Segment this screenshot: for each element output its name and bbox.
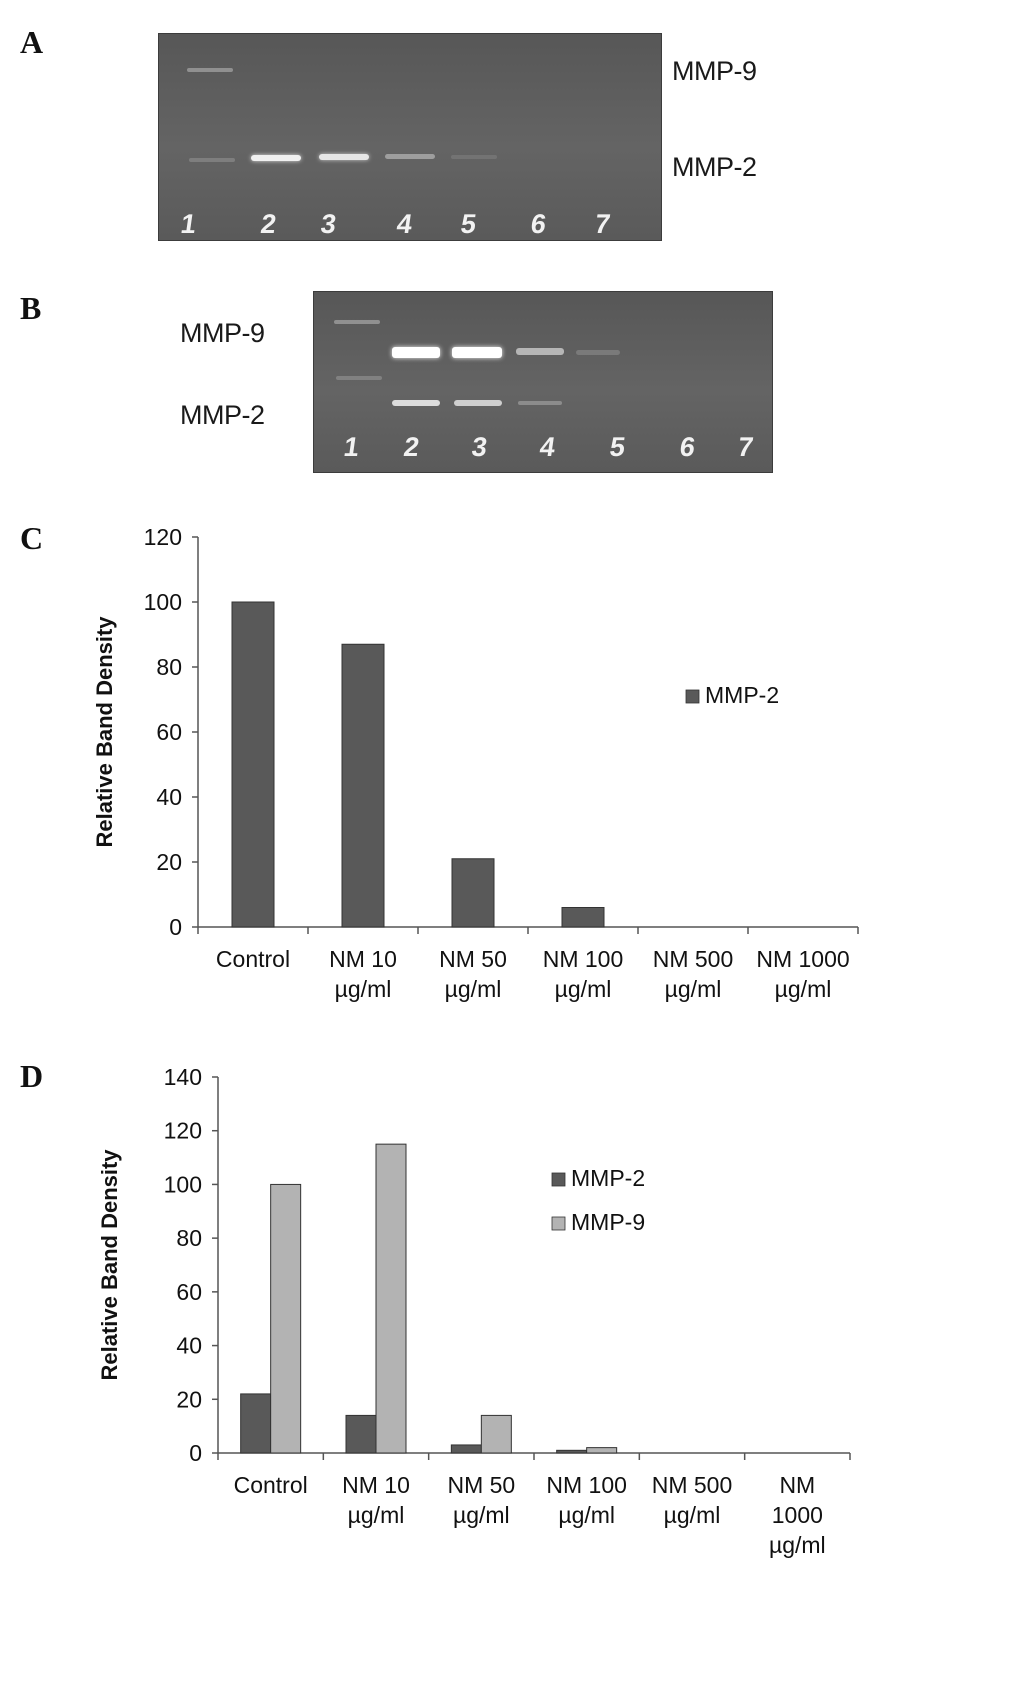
x-tick-label: µg/ml	[555, 976, 612, 1002]
x-tick-label: Control	[216, 946, 290, 972]
x-tick-label: µg/ml	[664, 1502, 721, 1528]
gel-image-a: 1 2 3 4 5 6 7	[158, 33, 662, 241]
lane-number: 5	[458, 209, 479, 239]
legend-label-mmp-9: MMP-9	[571, 1209, 645, 1235]
bar-chart-c: 0 20 40 60 80 100 120 Control NM 10 µg/ml NM 50 µg/…	[92, 524, 859, 1002]
y-tick-label: 60	[176, 1279, 202, 1305]
lane-number: 2	[401, 432, 422, 462]
y-tick-label: 20	[156, 849, 182, 875]
lane-number: 7	[735, 432, 756, 462]
bar-mmp-2-3	[561, 907, 605, 928]
panel-a-letter: A	[20, 24, 44, 60]
x-tick-label: µg/ml	[348, 1502, 405, 1528]
y-axis-label: Relative Band Density	[97, 1149, 122, 1381]
mmp2-band-lane-2	[251, 155, 301, 161]
bar-mmp-2-1	[345, 1414, 377, 1454]
legend-swatch-mmp-2	[685, 689, 700, 704]
bar-mmp-2-2	[450, 1444, 482, 1454]
y-tick-label: 140	[164, 1064, 202, 1090]
legend-label-mmp-2: MMP-2	[705, 682, 779, 708]
ladder-band	[334, 320, 380, 324]
lane-number: 3	[469, 432, 490, 462]
bar-chart-d: 0 20 40 60 80 100 120 140 Control NM 10 µg/ml NM 50…	[97, 1064, 851, 1558]
ladder-band	[336, 376, 382, 380]
x-tick-label: µg/ml	[445, 976, 502, 1002]
ladder-band	[187, 68, 233, 72]
bar-mmp-2-0	[240, 1393, 272, 1454]
mmp2-band-lane-5	[451, 155, 497, 159]
bar-mmp-9-3	[586, 1447, 618, 1454]
mmp2-band-lane-2	[392, 400, 440, 406]
y-tick-label: 100	[144, 589, 182, 615]
x-tick-label: µg/ml	[775, 976, 832, 1002]
y-tick-label: 120	[144, 524, 182, 550]
mmp2-band-lane-4	[518, 401, 562, 405]
x-tick-label: NM 50	[439, 946, 507, 972]
mmp9-band-lane-2	[392, 347, 440, 358]
gel-a-label-mmp2: MMP-2	[672, 152, 757, 182]
lane-number: 6	[528, 209, 549, 239]
y-axis-label: Relative Band Density	[92, 616, 117, 848]
y-tick-label: 40	[156, 784, 182, 810]
bar-mmp-9-2	[480, 1414, 512, 1454]
lane-number: 5	[607, 432, 628, 462]
bar-mmp-2-2	[451, 858, 495, 928]
lane-number: 4	[537, 432, 558, 462]
bar-mmp-2-3	[556, 1449, 588, 1454]
lane-number: 1	[341, 432, 362, 462]
x-tick-label: Control	[234, 1472, 308, 1498]
panel-c-letter: C	[20, 520, 44, 556]
x-tick-label: NM 50	[447, 1472, 515, 1498]
x-tick-label: µg/ml	[453, 1502, 510, 1528]
panel-d-letter: D	[20, 1058, 44, 1094]
y-tick-label: 40	[176, 1333, 202, 1359]
ladder-band	[189, 158, 235, 162]
x-tick-label: NM 100	[543, 946, 624, 972]
y-tick-label: 20	[176, 1386, 202, 1412]
y-tick-label: 120	[164, 1118, 202, 1144]
x-tick-label: µg/ml	[558, 1502, 615, 1528]
x-tick-label: NM 500	[652, 1472, 733, 1498]
mmp9-band-lane-4	[516, 348, 564, 355]
lane-number: 6	[677, 432, 698, 462]
x-tick-label: NM	[779, 1472, 815, 1498]
legend-swatch-mmp-9	[551, 1216, 566, 1231]
lane-number: 1	[178, 209, 199, 239]
y-tick-label: 80	[156, 654, 182, 680]
x-tick-label: NM 500	[653, 946, 734, 972]
panel-b-letter: B	[20, 290, 42, 326]
lane-number: 3	[318, 209, 339, 239]
mmp2-band-lane-3	[454, 400, 502, 406]
bar-mmp-2-1	[341, 643, 385, 928]
legend-swatch-mmp-2	[551, 1172, 566, 1187]
gel-a-label-mmp9: MMP-9	[672, 56, 757, 86]
x-tick-label: NM 10	[342, 1472, 410, 1498]
x-tick-label: µg/ml	[335, 976, 392, 1002]
bar-mmp-9-0	[270, 1183, 302, 1454]
y-tick-label: 0	[189, 1440, 202, 1466]
x-tick-label: NM 1000	[756, 946, 849, 972]
x-tick-label: µg/ml	[769, 1532, 826, 1558]
y-tick-label: 60	[156, 719, 182, 745]
gel-b-label-mmp9: MMP-9	[180, 318, 265, 348]
mmp9-band-lane-5	[576, 350, 620, 355]
bar-mmp-9-1	[375, 1143, 407, 1454]
x-tick-label: NM 100	[546, 1472, 627, 1498]
bar-mmp-2-0	[231, 601, 275, 928]
x-tick-label: NM 10	[329, 946, 397, 972]
mmp2-band-lane-3	[319, 154, 369, 160]
mmp2-band-lane-4	[385, 154, 435, 159]
mmp9-band-lane-3	[452, 347, 502, 358]
y-tick-label: 0	[169, 914, 182, 940]
y-tick-label: 80	[176, 1225, 202, 1251]
y-tick-label: 100	[164, 1171, 202, 1197]
x-tick-label: 1000	[772, 1502, 823, 1528]
gel-image-b: 1 2 3 4 5 6 7	[313, 291, 773, 473]
lane-number: 2	[258, 209, 279, 239]
lane-number: 7	[592, 209, 613, 239]
gel-b-label-mmp2: MMP-2	[180, 400, 265, 430]
legend-label-mmp-2: MMP-2	[571, 1165, 645, 1191]
x-tick-label: µg/ml	[665, 976, 722, 1002]
lane-number: 4	[394, 209, 415, 239]
